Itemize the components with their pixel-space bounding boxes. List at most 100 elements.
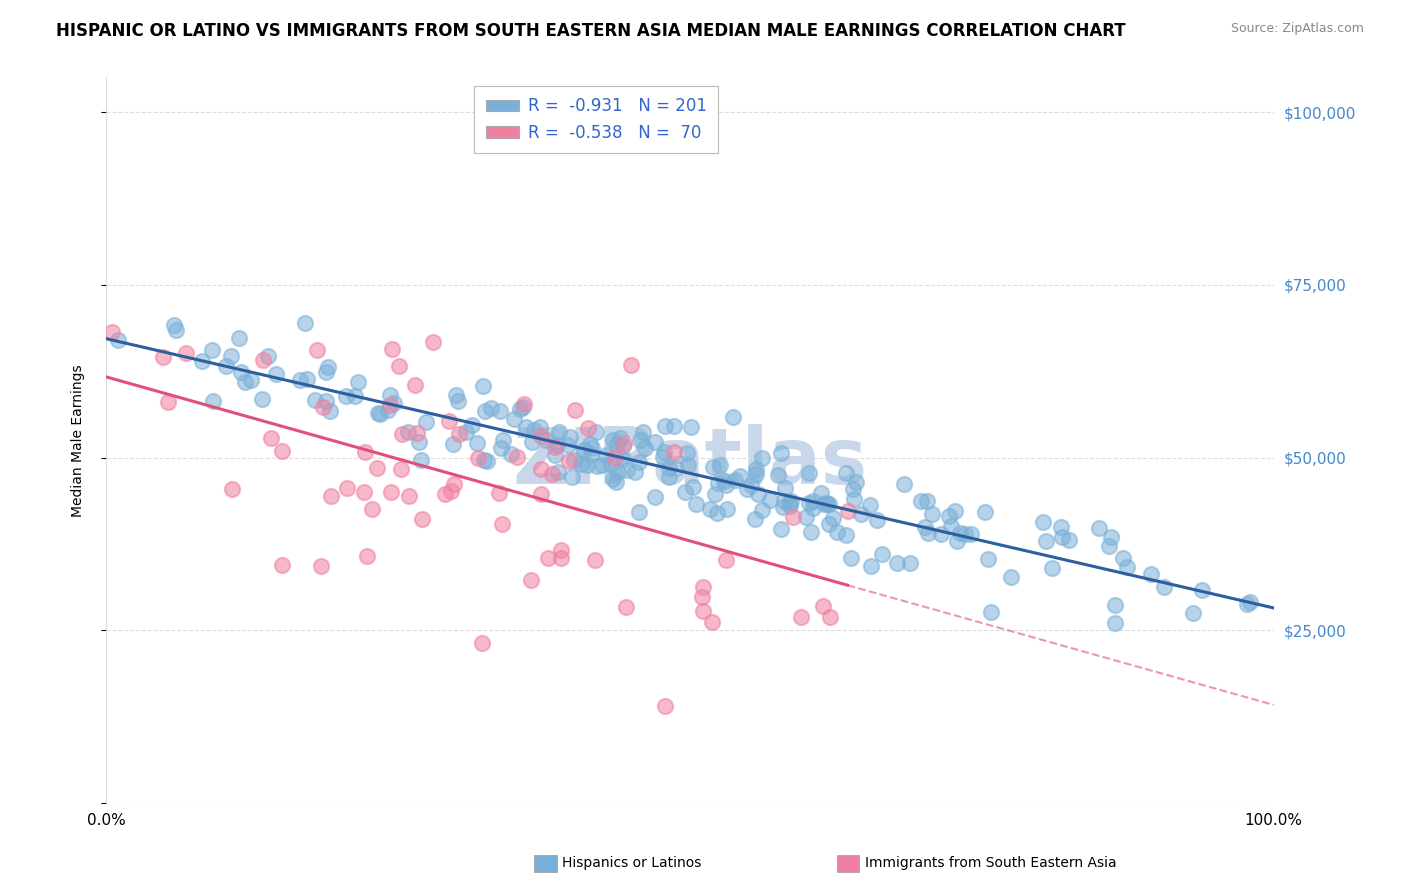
Point xyxy=(1035,534,1057,549)
Point xyxy=(396,425,419,439)
Point xyxy=(751,451,773,466)
Point xyxy=(702,460,724,475)
Point xyxy=(685,497,707,511)
Point xyxy=(530,462,553,476)
Point xyxy=(221,482,243,496)
Point xyxy=(537,550,560,565)
Point xyxy=(389,461,412,475)
Point xyxy=(769,445,792,459)
Point xyxy=(772,493,794,508)
Point xyxy=(713,475,735,489)
Point xyxy=(654,699,676,714)
Point xyxy=(595,449,617,463)
Point xyxy=(612,438,634,452)
Point xyxy=(311,400,333,414)
Point xyxy=(583,553,606,567)
Point xyxy=(361,501,384,516)
Point xyxy=(716,502,738,516)
Point xyxy=(1112,551,1135,566)
Point xyxy=(201,343,224,357)
Point xyxy=(769,522,792,536)
Point xyxy=(1236,597,1258,611)
Point xyxy=(489,441,512,455)
Point xyxy=(152,350,174,364)
Point xyxy=(304,392,326,407)
Point xyxy=(558,429,581,443)
Y-axis label: Median Male Earnings: Median Male Earnings xyxy=(72,364,86,516)
Point xyxy=(654,418,676,433)
Point xyxy=(585,425,607,439)
Point xyxy=(821,511,844,525)
Point xyxy=(835,467,858,481)
Point xyxy=(489,404,512,418)
Point xyxy=(156,394,179,409)
Point xyxy=(1097,539,1119,553)
Point xyxy=(929,527,952,541)
Point xyxy=(810,486,832,500)
Point xyxy=(561,470,583,484)
Point xyxy=(652,444,675,458)
Point xyxy=(744,512,766,526)
Point xyxy=(614,599,637,614)
Point xyxy=(1099,530,1122,544)
Point xyxy=(472,453,495,467)
Point xyxy=(842,482,865,496)
Point xyxy=(513,396,536,410)
Point xyxy=(294,316,316,330)
Point xyxy=(1181,606,1204,620)
Point xyxy=(681,420,703,434)
Point xyxy=(938,508,960,523)
Point xyxy=(408,434,430,449)
Point xyxy=(1049,519,1071,533)
Point xyxy=(859,498,882,512)
Point xyxy=(690,591,713,605)
Point xyxy=(443,476,465,491)
Point xyxy=(305,343,328,357)
Point xyxy=(751,503,773,517)
Point xyxy=(174,346,197,360)
Point xyxy=(700,615,723,629)
Point xyxy=(288,373,311,387)
Point xyxy=(550,550,572,565)
Point xyxy=(837,504,859,518)
Point xyxy=(845,475,868,489)
Point xyxy=(766,467,789,482)
Point xyxy=(219,350,242,364)
Point xyxy=(550,542,572,557)
Point xyxy=(467,451,489,466)
Point xyxy=(297,372,319,386)
Point xyxy=(953,527,976,541)
Point xyxy=(797,496,820,510)
Point xyxy=(644,490,666,504)
Point xyxy=(740,477,762,491)
Point xyxy=(628,433,651,447)
Point xyxy=(569,457,592,471)
Text: Immigrants from South Eastern Asia: Immigrants from South Eastern Asia xyxy=(865,856,1116,871)
Point xyxy=(411,512,433,526)
Point xyxy=(721,410,744,425)
Point xyxy=(817,516,839,531)
Point xyxy=(454,425,477,439)
Point xyxy=(699,502,721,516)
Point xyxy=(319,489,342,503)
Point xyxy=(564,403,586,417)
Point xyxy=(605,475,627,489)
Point xyxy=(491,516,513,531)
Point xyxy=(315,365,337,379)
Point xyxy=(444,388,467,402)
Point xyxy=(1116,560,1139,574)
Point xyxy=(1050,530,1073,544)
Point xyxy=(433,486,456,500)
Point xyxy=(270,558,292,572)
Point xyxy=(1040,561,1063,575)
Point xyxy=(759,493,782,508)
Point xyxy=(813,497,835,511)
Point xyxy=(367,406,389,420)
Point xyxy=(1191,583,1213,598)
Point xyxy=(658,461,681,475)
Point xyxy=(547,465,569,479)
Point xyxy=(404,378,426,392)
Point xyxy=(162,318,184,333)
Point xyxy=(782,510,804,524)
Point xyxy=(773,481,796,495)
